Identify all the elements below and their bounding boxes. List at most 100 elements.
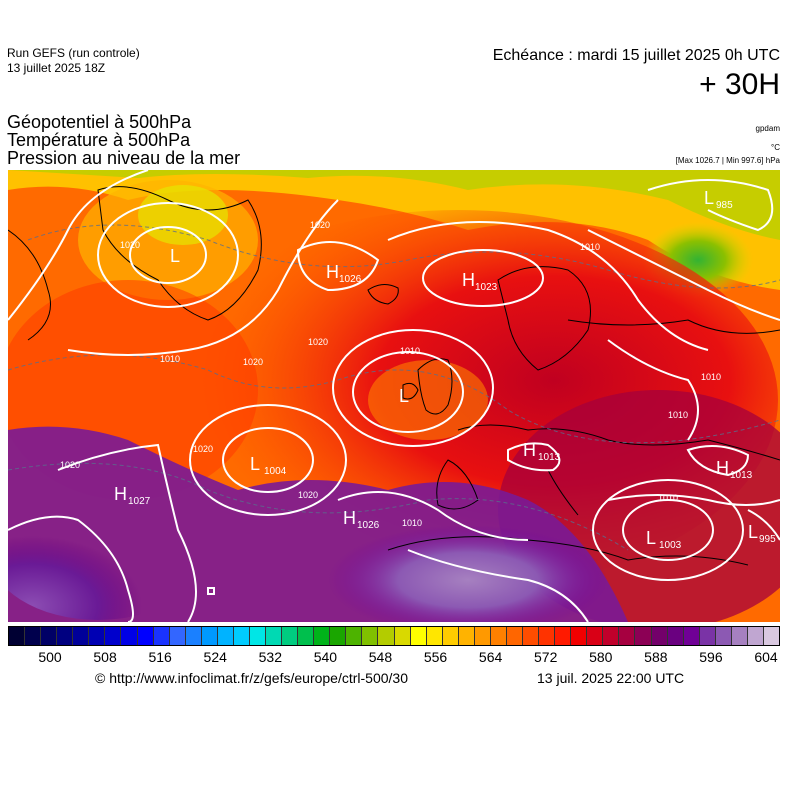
center-type: H bbox=[114, 484, 127, 504]
isobar-low-1004-2 bbox=[189, 404, 347, 516]
isobar-label: 1010 bbox=[160, 354, 180, 364]
colorbar-swatch bbox=[233, 627, 250, 645]
parameter-geopotential: Géopotentiel à 500hPa bbox=[7, 112, 192, 132]
colorbar-swatch bbox=[169, 627, 186, 645]
isobar-greenland-low-2 bbox=[97, 202, 239, 308]
isobar-label: 1020 bbox=[120, 240, 140, 250]
colorbar-swatch bbox=[715, 627, 732, 645]
colorbar-swatch bbox=[699, 627, 716, 645]
border-russia bbox=[567, 319, 780, 334]
isobar-label: 1010 bbox=[580, 242, 600, 252]
colorbar-swatch bbox=[426, 627, 443, 645]
colorbar-swatch bbox=[763, 627, 779, 645]
coast-scandinavia bbox=[497, 266, 591, 371]
unit-pressure-range: [Max 1026.7 | Min 997.6] hPa bbox=[675, 156, 780, 165]
colorbar-swatch bbox=[249, 627, 266, 645]
colorbar-swatch bbox=[731, 627, 748, 645]
colorbar-tick-label: 556 bbox=[423, 649, 448, 665]
colorbar-tick-label: 604 bbox=[754, 649, 778, 665]
isobar-label: 1020 bbox=[298, 490, 318, 500]
colorbar-tick-label: 500 bbox=[38, 649, 62, 665]
run-date: 13 juillet 2025 18Z bbox=[7, 61, 106, 75]
center-type: H bbox=[326, 262, 339, 282]
isobars bbox=[8, 170, 780, 622]
colorbar-swatch bbox=[539, 627, 556, 645]
isobar-low-1003-1 bbox=[622, 499, 714, 561]
center-type: L bbox=[170, 246, 180, 266]
colorbar-tick-label: 572 bbox=[534, 649, 558, 665]
colorbar-swatch bbox=[747, 627, 764, 645]
colorbar-swatch bbox=[378, 627, 395, 645]
colorbar-swatch bbox=[619, 627, 636, 645]
unit-temperature: °C bbox=[771, 143, 780, 152]
center-value: 1004 bbox=[264, 466, 287, 477]
colorbar-swatch bbox=[474, 627, 491, 645]
colorbar-tick-label: 508 bbox=[93, 649, 117, 665]
isobar-label: 1020 bbox=[310, 220, 330, 230]
unit-geopotential: gpdam bbox=[755, 124, 780, 133]
colorbar-swatch bbox=[362, 627, 379, 645]
coast-canada bbox=[8, 229, 51, 341]
colorbar-swatch bbox=[683, 627, 700, 645]
center-type: H bbox=[523, 440, 536, 460]
colorbar-tick-label: 596 bbox=[699, 649, 723, 665]
cool-north-band bbox=[8, 170, 780, 290]
colorbar-swatch bbox=[217, 627, 234, 645]
coast-iberia bbox=[436, 459, 479, 510]
center-value: 1027 bbox=[128, 496, 151, 507]
colorbar-swatch bbox=[394, 627, 411, 645]
colorbar-swatch bbox=[506, 627, 523, 645]
colorbar-swatch bbox=[523, 627, 540, 645]
center-type: H bbox=[343, 508, 356, 528]
colorbar-tick-label: 516 bbox=[148, 649, 172, 665]
colorbar-swatch bbox=[57, 627, 74, 645]
isobar-low-iceland-1 bbox=[352, 351, 464, 433]
colorbar-swatch bbox=[442, 627, 459, 645]
center-type: H bbox=[462, 270, 475, 290]
colorbar-tick-label: 588 bbox=[644, 649, 668, 665]
colorbar-swatch bbox=[185, 627, 202, 645]
colorbar-swatch bbox=[635, 627, 652, 645]
colorbar-swatch bbox=[603, 627, 620, 645]
isobar-small-cell bbox=[207, 587, 215, 595]
center-type: L bbox=[704, 188, 714, 208]
colorbar-tick-label: 524 bbox=[203, 649, 227, 665]
coast-iceland bbox=[367, 284, 399, 305]
parameter-temperature: Température à 500hPa bbox=[7, 130, 191, 150]
colorbar-swatch bbox=[346, 627, 363, 645]
center-type: L bbox=[646, 528, 656, 548]
isobar-high-1013-east bbox=[686, 445, 750, 477]
generation-time: 13 juil. 2025 22:00 UTC bbox=[537, 670, 685, 686]
center-value: 1023 bbox=[475, 282, 498, 293]
isobar-low-1003-2 bbox=[592, 479, 744, 581]
center-value: 1003 bbox=[659, 540, 682, 551]
isobar-high-1013-central bbox=[507, 442, 561, 472]
colorbar-swatch bbox=[9, 627, 26, 645]
lead-time: + 30H bbox=[699, 68, 780, 101]
isobar-high-1026-west bbox=[296, 241, 380, 292]
hot-pool-north-africa bbox=[328, 525, 608, 622]
isobar-label: 1020 bbox=[60, 460, 80, 470]
colorbar-swatch bbox=[571, 627, 588, 645]
source-url: © http://www.infoclimat.fr/z/gefs/europe… bbox=[95, 670, 409, 686]
cold-north-band bbox=[8, 170, 780, 240]
center-value: 1013 bbox=[538, 452, 561, 463]
isobar-label: 1010 bbox=[668, 410, 688, 420]
colorbar-labels: 500 508 516 524 532 540 548 556 564 572 580 588 596 6… bbox=[0, 648, 788, 666]
center-value: 1026 bbox=[357, 520, 380, 531]
isobar-labels: 1020 1020 1010 1020 1010 1010 1020 1010 … bbox=[60, 220, 721, 528]
center-value: 985 bbox=[716, 200, 733, 211]
center-value: 1013 bbox=[730, 470, 753, 481]
colorbar-swatch bbox=[314, 627, 331, 645]
weather-map-canvas: H 1026 H 1023 H 1027 H 1026 H 1013 H 101… bbox=[8, 170, 780, 622]
coast-greenland bbox=[97, 186, 262, 321]
isobar-label: 1020 bbox=[308, 337, 328, 347]
cool-pocket-uk bbox=[368, 360, 488, 440]
colorbar-swatch bbox=[298, 627, 315, 645]
isobar-label: 1010 bbox=[400, 346, 420, 356]
center-type: L bbox=[748, 522, 758, 542]
colorbar-swatch bbox=[410, 627, 427, 645]
colorbar-swatch bbox=[105, 627, 122, 645]
weather-map: H 1026 H 1023 H 1027 H 1026 H 1013 H 101… bbox=[8, 170, 780, 622]
colorbar-swatch bbox=[667, 627, 684, 645]
